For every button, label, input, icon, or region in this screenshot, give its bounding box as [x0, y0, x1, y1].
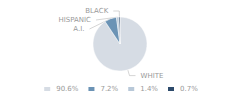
- svg-text:0.7%: 0.7%: [180, 85, 198, 93]
- svg-text:BLACK: BLACK: [85, 7, 108, 15]
- svg-text:90.6%: 90.6%: [56, 85, 79, 93]
- svg-text:HISPANIC: HISPANIC: [58, 16, 91, 24]
- svg-text:1.4%: 1.4%: [140, 85, 158, 93]
- svg-text:WHITE: WHITE: [141, 72, 164, 80]
- svg-text:A.I.: A.I.: [73, 25, 84, 33]
- svg-text:7.2%: 7.2%: [100, 85, 118, 93]
